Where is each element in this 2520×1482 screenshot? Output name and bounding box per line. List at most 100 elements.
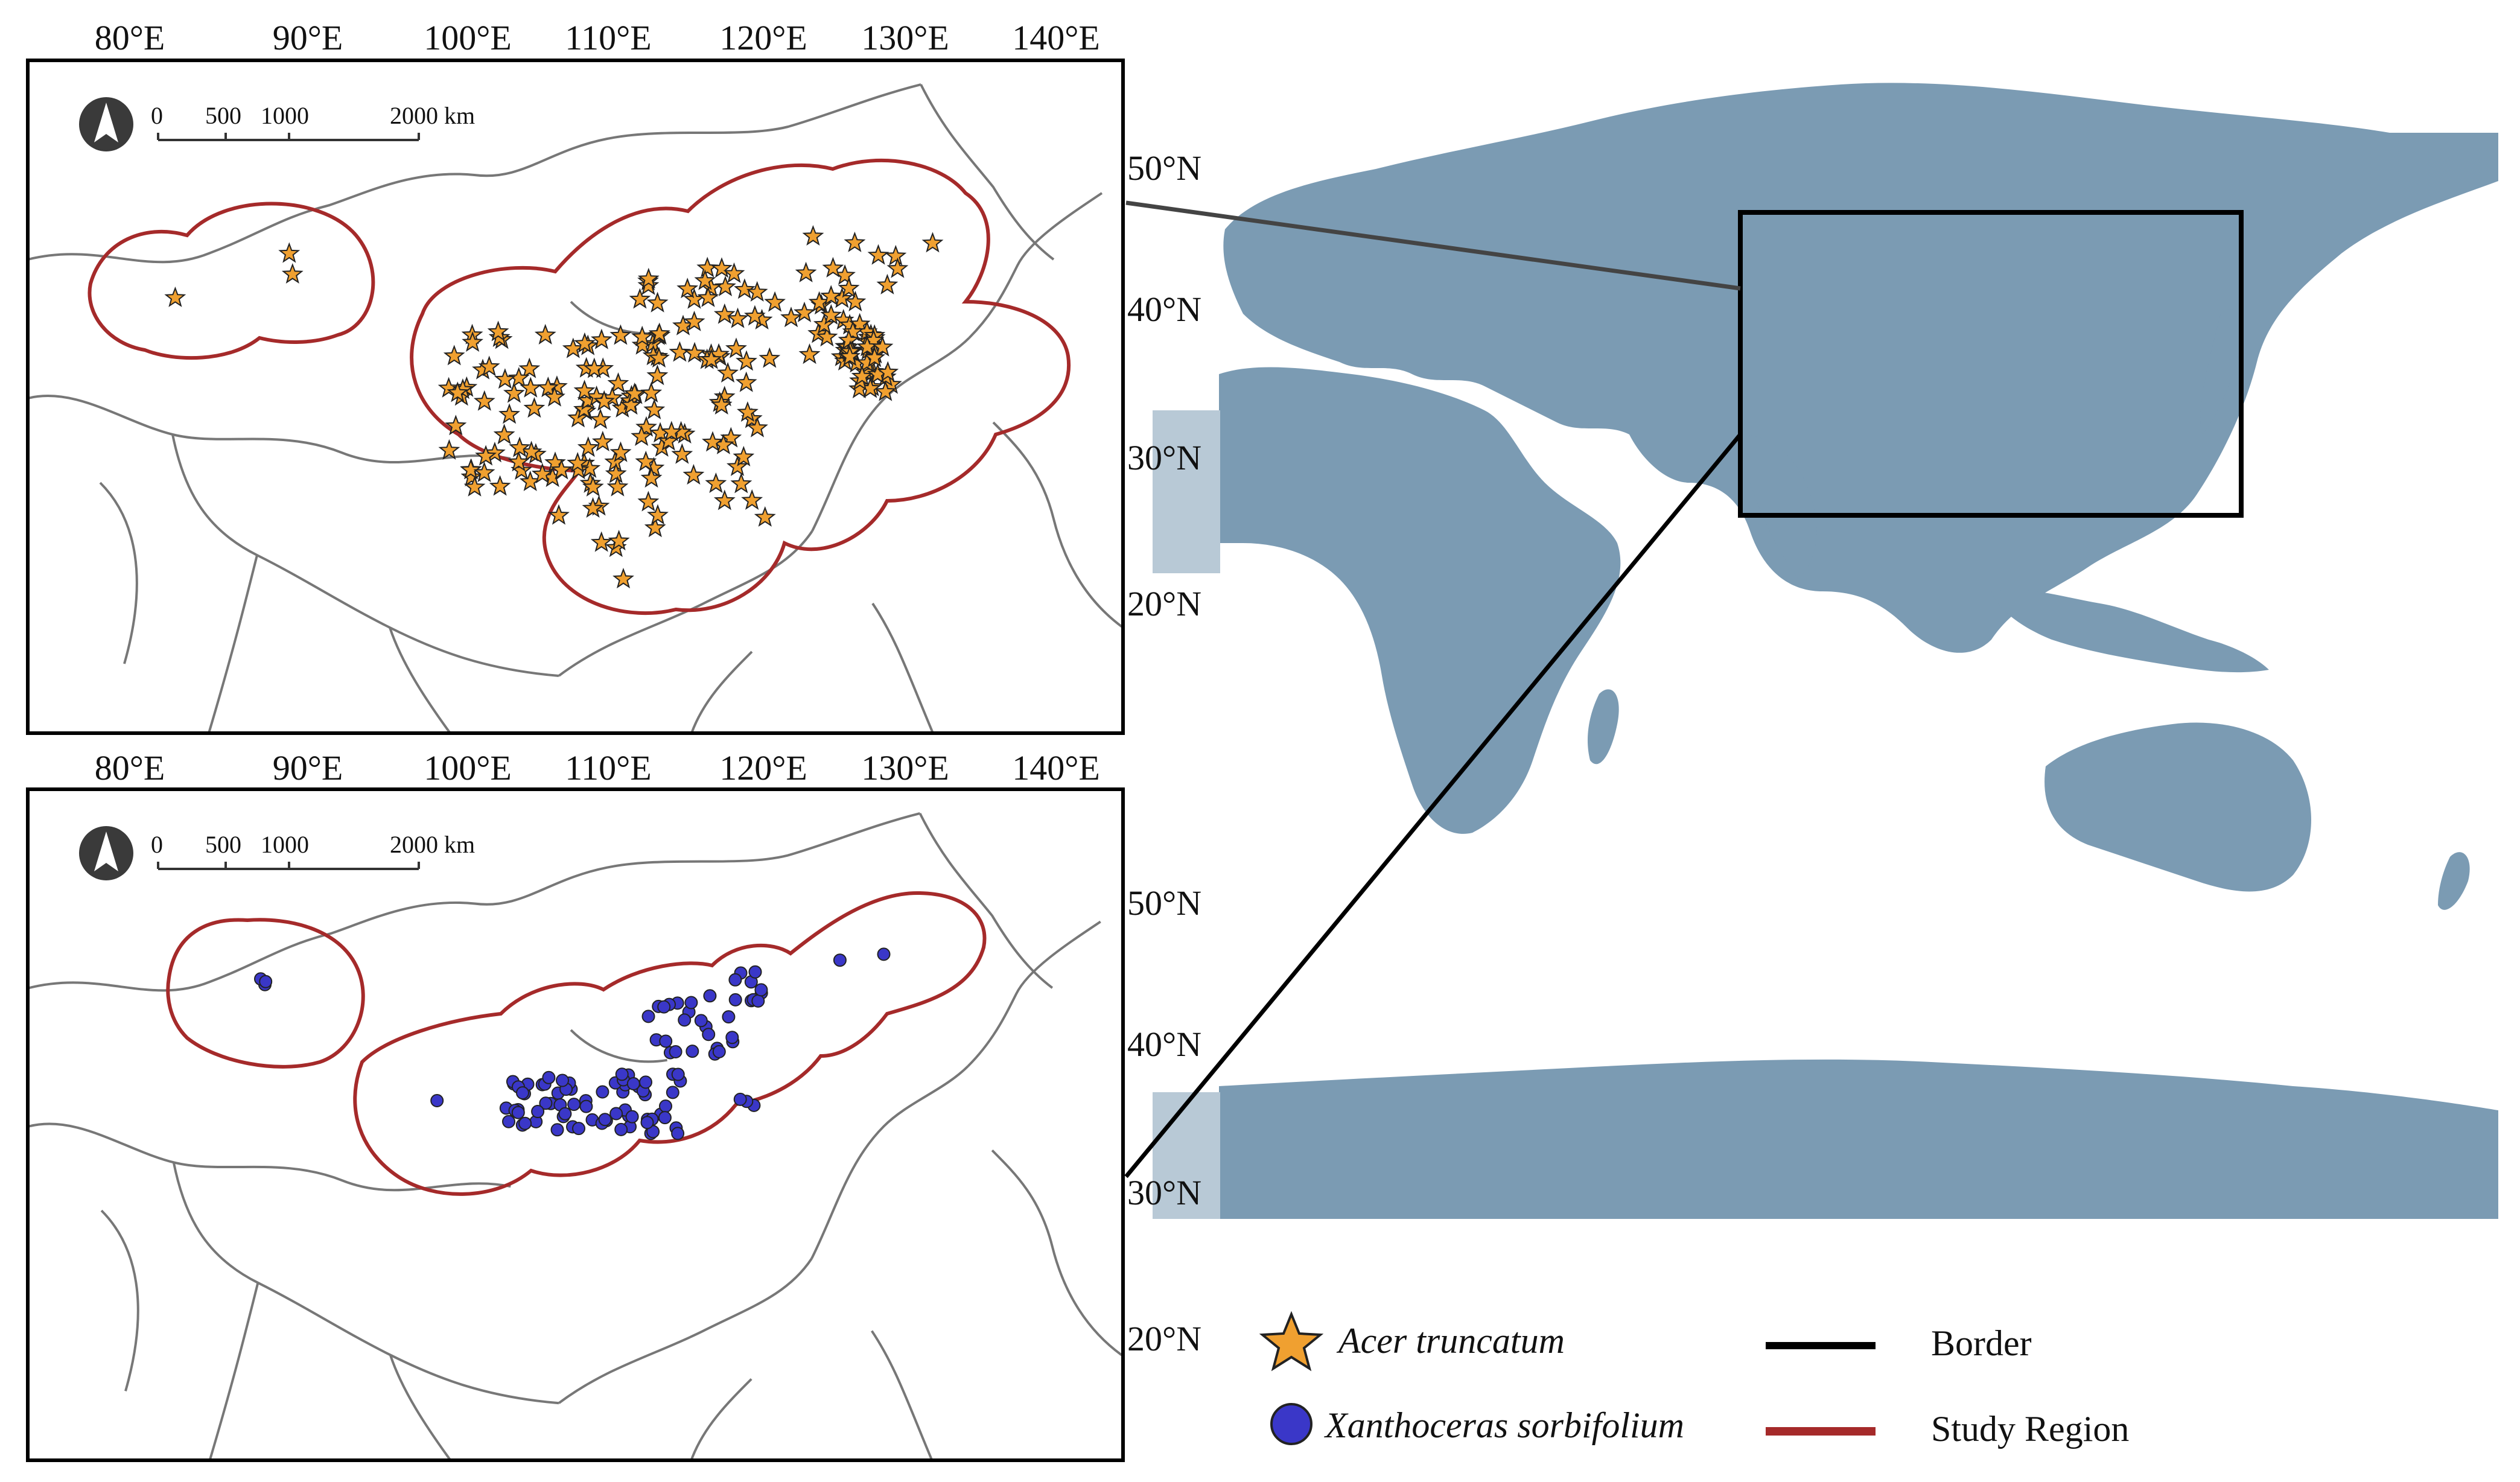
acer-occurrence-star bbox=[577, 436, 599, 457]
madagascar-landmass bbox=[1587, 689, 1619, 765]
acer-occurrence-star bbox=[548, 504, 570, 525]
inset-map-top: 0 500 1000 2000 km 80°E 90°E 100°E 110°E… bbox=[26, 18, 1201, 735]
map-edge-band-upper bbox=[1153, 410, 1220, 573]
acer-occurrence-star bbox=[582, 497, 604, 518]
lat-label: 30°N bbox=[1127, 1173, 1201, 1212]
legend: Acer truncatum Xanthoceras sorbifolium B… bbox=[1259, 1311, 2129, 1449]
connector-line-top bbox=[1125, 200, 1741, 291]
xanthoceras-occurrence-dot bbox=[572, 1122, 585, 1136]
xanthoceras-occurrence-dot bbox=[609, 1107, 623, 1121]
acer-occurrence-star bbox=[460, 459, 482, 480]
connector-line-bottom bbox=[1124, 433, 1742, 1178]
acer-occurrence-star bbox=[463, 475, 486, 497]
xanthoceras-occurrence-dot bbox=[659, 1099, 672, 1113]
acer-occurrence-star bbox=[844, 290, 867, 312]
acer-occurrence-star bbox=[518, 357, 541, 378]
study-region-outline bbox=[88, 202, 375, 360]
acer-occurrence-star bbox=[579, 457, 601, 479]
acer-occurrence-star bbox=[697, 286, 719, 307]
acer-occurrence-star bbox=[520, 377, 542, 398]
acer-occurrence-star bbox=[735, 371, 757, 392]
world-map bbox=[1153, 83, 2498, 1219]
scale-bar: 0 500 1000 2000 km bbox=[151, 102, 475, 141]
xanthoceras-occurrence-dot bbox=[626, 1077, 640, 1090]
acer-occurrence-star bbox=[534, 323, 556, 345]
acer-occurrence-star bbox=[487, 320, 509, 342]
xanthoceras-occurrence-dot bbox=[556, 1073, 569, 1087]
legend-item-acer: Acer truncatum bbox=[1259, 1311, 1565, 1372]
acer-occurrence-star bbox=[669, 341, 691, 362]
acer-occurrence-star bbox=[676, 278, 699, 299]
acer-occurrence-star bbox=[508, 451, 530, 472]
acer-occurrence-star bbox=[838, 277, 860, 298]
xanthoceras-occurrence-dot bbox=[728, 973, 742, 987]
acer-occurrence-star bbox=[813, 313, 835, 334]
acer-occurrence-star bbox=[730, 472, 752, 494]
acer-occurrence-star bbox=[635, 450, 657, 471]
acer-occurrence-star bbox=[637, 491, 660, 512]
acer-occurrence-star bbox=[508, 367, 530, 388]
acer-occurrence-star bbox=[647, 504, 669, 525]
acer-occurrence-star bbox=[780, 307, 803, 328]
xanthoceras-occurrence-dot bbox=[748, 965, 762, 979]
acer-occurrence-star bbox=[590, 531, 612, 552]
acer-occurrence-star bbox=[503, 382, 525, 403]
acer-occurrence-star bbox=[550, 459, 573, 480]
acer-occurrence-star bbox=[867, 244, 889, 265]
acer-occurrence-star bbox=[713, 489, 736, 510]
longitude-labels: 80°E 90°E 100°E 110°E 120°E 130°E 140°E bbox=[95, 18, 1100, 57]
acer-occurrence-star bbox=[473, 461, 495, 483]
acer-occurrence-star bbox=[864, 346, 886, 367]
xanthoceras-occurrence-dot bbox=[430, 1094, 444, 1107]
xanthoceras-occurrence-dot bbox=[558, 1107, 572, 1121]
acer-occurrence-star bbox=[591, 430, 614, 452]
acer-occurrence-star bbox=[623, 382, 646, 404]
acer-occurrence-star bbox=[631, 425, 653, 447]
lon-label: 110°E bbox=[565, 18, 651, 57]
scale-bar: 0 500 1000 2000 km bbox=[151, 831, 475, 870]
acer-occurrence-star bbox=[281, 262, 304, 284]
acer-occurrence-star bbox=[582, 475, 604, 497]
africa-landmass bbox=[1219, 367, 1621, 834]
acer-occurrence-star bbox=[489, 475, 511, 496]
legend-item-xanthoceras: Xanthoceras sorbifolium bbox=[1270, 1403, 1684, 1445]
xanthoceras-occurrence-dot bbox=[833, 953, 847, 967]
xanthoceras-occurrence-dot bbox=[640, 1116, 654, 1130]
acer-occurrence-star bbox=[567, 452, 589, 473]
acer-occurrence-star bbox=[876, 273, 899, 294]
lon-label: 90°E bbox=[273, 18, 343, 57]
xanthoceras-occurrence-dot bbox=[722, 1010, 736, 1024]
acer-occurrence-star bbox=[637, 274, 660, 295]
xanthoceras-occurrence-dot bbox=[614, 1122, 628, 1136]
acer-occurrence-star bbox=[438, 377, 460, 398]
legend-label-study-region: Study Region bbox=[1931, 1409, 2129, 1449]
acer-occurrence-star bbox=[874, 380, 897, 401]
legend-label-acer: Acer truncatum bbox=[1336, 1321, 1565, 1361]
acer-occurrence-star bbox=[590, 328, 612, 349]
acer-occurrence-star bbox=[727, 307, 749, 328]
acer-occurrence-star bbox=[682, 463, 705, 485]
acer-occurrence-star bbox=[478, 355, 500, 377]
acer-occurrence-star bbox=[725, 337, 747, 358]
lon-label: 80°E bbox=[95, 18, 165, 57]
acer-occurrence-star bbox=[717, 361, 739, 383]
acer-occurrence-star bbox=[631, 325, 654, 346]
acer-occurrence-star bbox=[743, 305, 766, 326]
longitude-labels: 80°E 90°E 100°E 110°E 120°E 130°E 140°E bbox=[95, 748, 1100, 787]
acer-occurrence-star bbox=[844, 231, 866, 252]
scale-tick-label: 1000 bbox=[261, 831, 309, 858]
acer-occurrence-points bbox=[164, 224, 944, 589]
xanthoceras-occurrence-dot bbox=[539, 1096, 553, 1110]
acer-occurrence-star bbox=[794, 301, 815, 322]
xanthoceras-occurrence-points bbox=[254, 947, 891, 1140]
acer-occurrence-star bbox=[764, 291, 786, 312]
xanthoceras-occurrence-dot bbox=[686, 1045, 699, 1058]
xanthoceras-occurrence-dot bbox=[531, 1105, 545, 1118]
xanthoceras-occurrence-dot bbox=[733, 1092, 747, 1106]
acer-occurrence-star bbox=[447, 381, 469, 402]
acer-occurrence-star bbox=[494, 368, 516, 389]
acer-occurrence-star bbox=[607, 372, 629, 393]
acer-occurrence-star bbox=[746, 281, 768, 302]
acer-occurrence-star bbox=[573, 332, 596, 353]
xanthoceras-occurrence-dot bbox=[754, 983, 768, 997]
